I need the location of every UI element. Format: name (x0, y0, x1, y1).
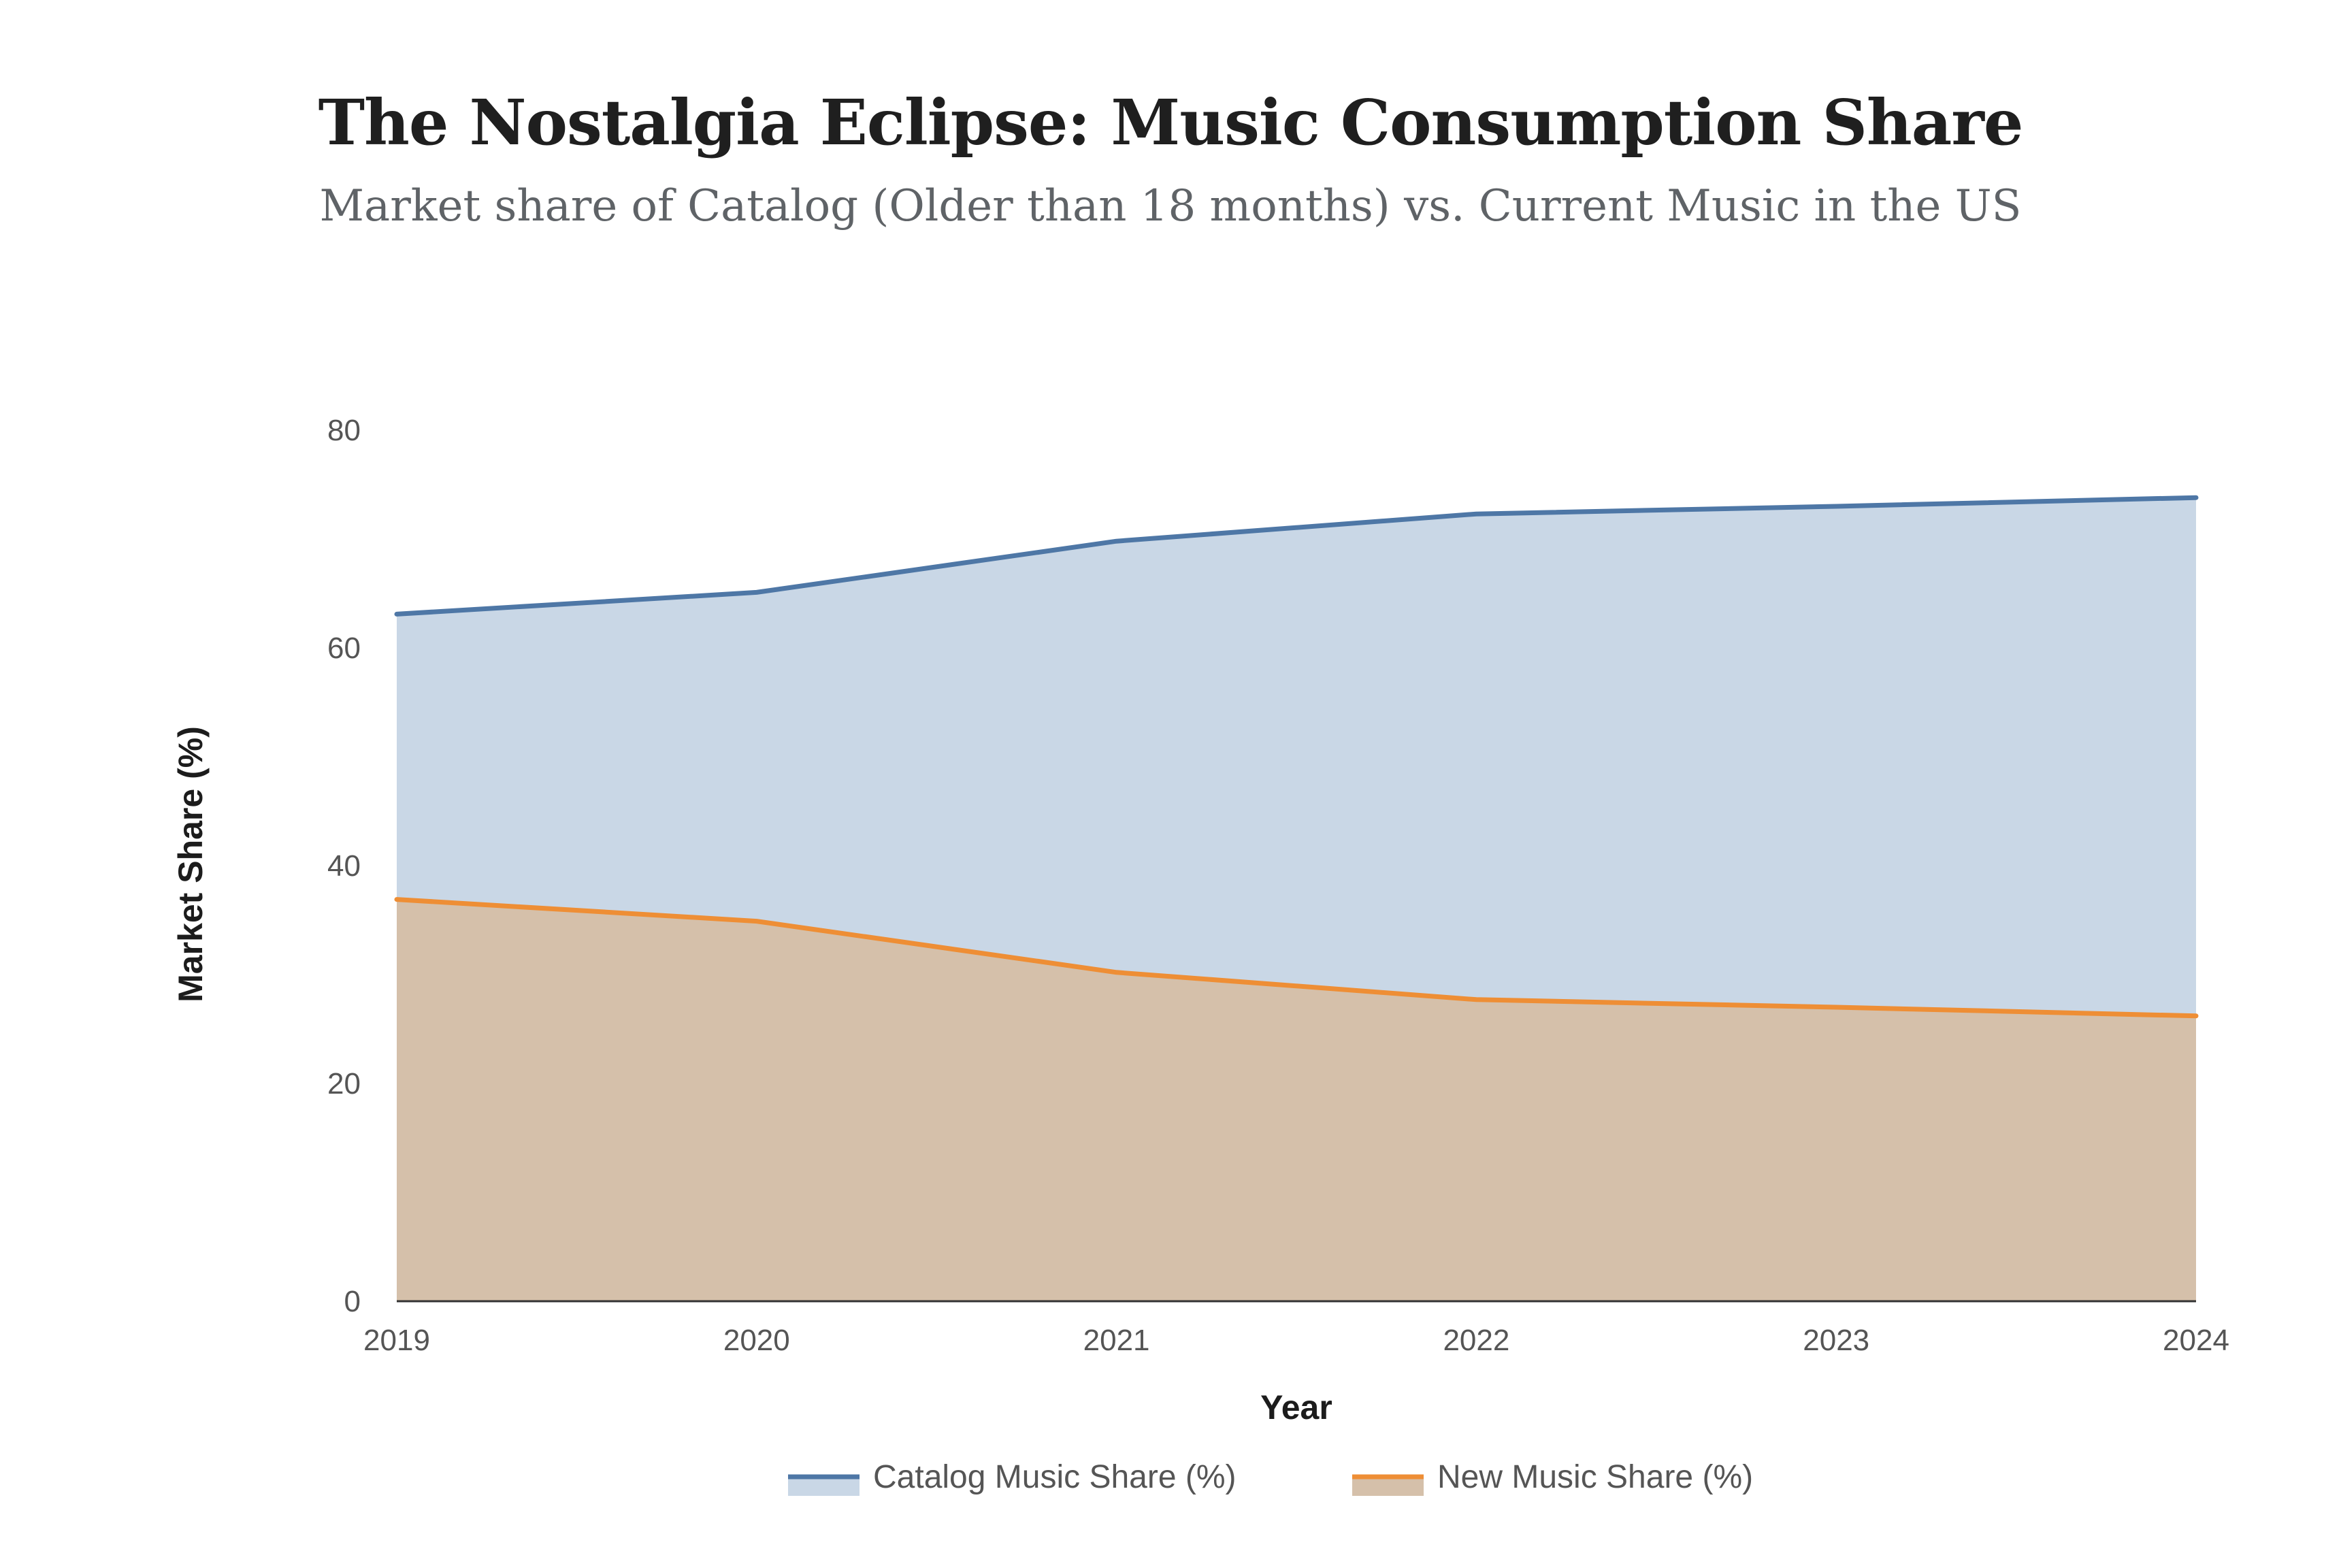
y-tick-label: 40 (327, 849, 361, 883)
x-tick-label: 2023 (1803, 1324, 1869, 1357)
y-tick-label: 60 (327, 632, 361, 665)
legend-swatch-fill (788, 1477, 860, 1496)
x-axis-ticks: 2019 2020 2021 2022 2023 2024 (363, 1324, 2229, 1357)
series-lines (394, 495, 2199, 1019)
series-1-line (394, 897, 2199, 1019)
chart-title: The Nostalgia Eclipse: Music Consumption… (318, 86, 2024, 159)
y-axis-title: Market Share (%) (171, 726, 210, 1002)
x-tick-label: 2020 (723, 1324, 790, 1357)
area-fills (397, 497, 2196, 1302)
y-tick-label: 0 (344, 1285, 361, 1318)
x-tick-label: 2019 (363, 1324, 430, 1357)
series-1-area (397, 899, 2196, 1301)
x-tick-label: 2021 (1083, 1324, 1150, 1357)
series-0-line (394, 495, 2199, 617)
legend-swatch-fill (1352, 1477, 1424, 1496)
legend-label: Catalog Music Share (%) (873, 1459, 1237, 1495)
legend-item-0[interactable]: Catalog Music Share (%) (788, 1459, 1237, 1496)
y-tick-label: 20 (327, 1067, 361, 1100)
y-tick-label: 80 (327, 414, 361, 447)
legend-label: New Music Share (%) (1437, 1459, 1753, 1495)
x-axis-title: Year (1260, 1388, 1332, 1426)
legend-item-1[interactable]: New Music Share (%) (1352, 1459, 1753, 1496)
legend: Catalog Music Share (%) New Music Share (… (788, 1459, 1753, 1496)
x-tick-label: 2022 (1443, 1324, 1509, 1357)
x-tick-label: 2024 (2163, 1324, 2229, 1357)
y-axis-ticks: 0 20 40 60 80 (327, 414, 361, 1318)
chart-subtitle: Market share of Catalog (Older than 18 m… (319, 181, 2022, 231)
